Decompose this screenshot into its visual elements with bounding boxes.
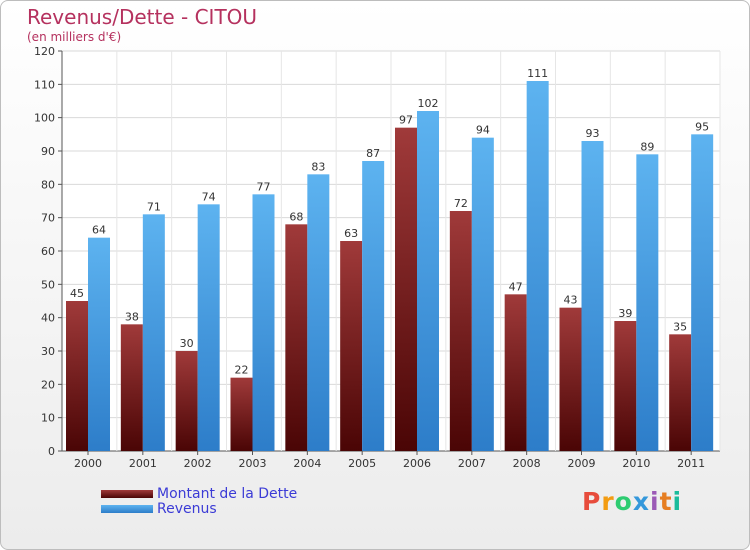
bar-revenus-2008	[526, 81, 549, 451]
legend-swatch-revenus	[101, 505, 153, 513]
data-label-revenus-2009: 93	[586, 127, 600, 140]
x-tick-label-2008: 2008	[513, 457, 541, 470]
bar-debt-2011	[669, 334, 692, 451]
data-label-debt-2005: 63	[344, 227, 358, 240]
bar-debt-2003	[230, 377, 253, 451]
y-tick-label: 120	[34, 45, 55, 58]
data-label-revenus-2010: 89	[640, 140, 654, 153]
logo-letter: t	[659, 487, 673, 516]
bar-revenus-2003	[252, 194, 275, 452]
bar-revenus-2001	[142, 214, 165, 451]
data-label-debt-2008: 47	[509, 280, 523, 293]
bar-debt-2008	[504, 294, 527, 451]
data-label-debt-2009: 43	[564, 294, 578, 307]
y-tick-label: 40	[41, 312, 55, 325]
data-label-debt-2001: 38	[125, 310, 139, 323]
data-label-revenus-2006: 102	[418, 97, 439, 110]
bar-debt-2004	[285, 224, 308, 451]
y-tick-label: 110	[34, 78, 55, 91]
x-tick-label-2003: 2003	[239, 457, 267, 470]
bar-revenus-2010	[636, 154, 659, 452]
x-tick-label-2004: 2004	[293, 457, 321, 470]
bar-revenus-2011	[691, 134, 714, 452]
data-label-debt-2011: 35	[673, 320, 687, 333]
chart-title: Revenus/Dette - CITOU	[27, 5, 258, 29]
data-label-debt-2006: 97	[399, 114, 413, 127]
x-tick-label-2010: 2010	[622, 457, 650, 470]
bar-revenus-2007	[471, 137, 494, 451]
x-tick-label-2000: 2000	[74, 457, 102, 470]
x-tick-label-2005: 2005	[348, 457, 376, 470]
x-tick-label-2011: 2011	[677, 457, 705, 470]
data-label-revenus-2007: 94	[476, 124, 490, 137]
legend-swatch-debt	[101, 490, 153, 498]
bar-debt-2001	[120, 324, 143, 451]
data-label-debt-2003: 22	[235, 364, 249, 377]
bar-debt-2005	[340, 241, 363, 451]
data-label-revenus-2002: 74	[202, 190, 216, 203]
data-label-debt-2000: 45	[70, 287, 84, 300]
bar-debt-2009	[559, 307, 582, 451]
x-tick-label-2001: 2001	[129, 457, 157, 470]
bar-debt-2010	[614, 321, 637, 451]
y-tick-label: 90	[41, 145, 55, 158]
x-tick-label-2006: 2006	[403, 457, 431, 470]
x-tick-label-2009: 2009	[568, 457, 596, 470]
data-label-revenus-2005: 87	[366, 147, 380, 160]
y-tick-label: 0	[48, 445, 55, 458]
x-tick-label-2007: 2007	[458, 457, 486, 470]
y-tick-label: 100	[34, 112, 55, 125]
data-label-revenus-2000: 64	[92, 224, 106, 237]
data-label-revenus-2011: 95	[695, 120, 709, 133]
x-tick-label-2002: 2002	[184, 457, 212, 470]
logo-letter: r	[601, 487, 615, 516]
bar-revenus-2002	[197, 204, 220, 451]
legend-label-debt: Montant de la Dette	[157, 486, 298, 502]
bar-debt-2006	[395, 127, 417, 452]
data-label-debt-2007: 72	[454, 197, 468, 210]
bar-debt-2007	[449, 211, 472, 451]
data-label-revenus-2004: 83	[311, 160, 325, 173]
data-label-revenus-2003: 77	[257, 180, 271, 193]
proxiti-logo: Proxiti	[582, 487, 682, 516]
chart-subtitle: (en milliers d'€)	[27, 30, 122, 44]
bar-revenus-2009	[581, 141, 604, 451]
logo-letter: P	[582, 487, 602, 516]
logo-letter: o	[614, 487, 633, 516]
logo-letter: x	[632, 487, 650, 516]
data-label-debt-2010: 39	[618, 307, 632, 320]
y-tick-label: 50	[41, 278, 55, 291]
y-tick-label: 20	[41, 378, 55, 391]
data-label-debt-2004: 68	[289, 210, 303, 223]
y-tick-label: 30	[41, 345, 55, 358]
legend-label-revenus: Revenus	[157, 501, 217, 517]
data-label-revenus-2008: 111	[527, 67, 548, 80]
bar-revenus-2006	[417, 111, 439, 451]
data-label-revenus-2001: 71	[147, 200, 161, 213]
bar-revenus-2005	[362, 161, 385, 451]
y-tick-label: 70	[41, 212, 55, 225]
logo-letter: i	[672, 487, 683, 516]
bar-revenus-2004	[307, 174, 330, 452]
y-tick-label: 10	[41, 412, 55, 425]
bar-revenus-2000	[88, 237, 110, 451]
bar-debt-2002	[175, 351, 198, 451]
y-tick-label: 60	[41, 245, 55, 258]
logo-letter: i	[650, 487, 660, 516]
data-label-debt-2002: 30	[180, 337, 194, 350]
bar-debt-2000	[66, 301, 88, 451]
y-tick-label: 80	[41, 178, 55, 191]
